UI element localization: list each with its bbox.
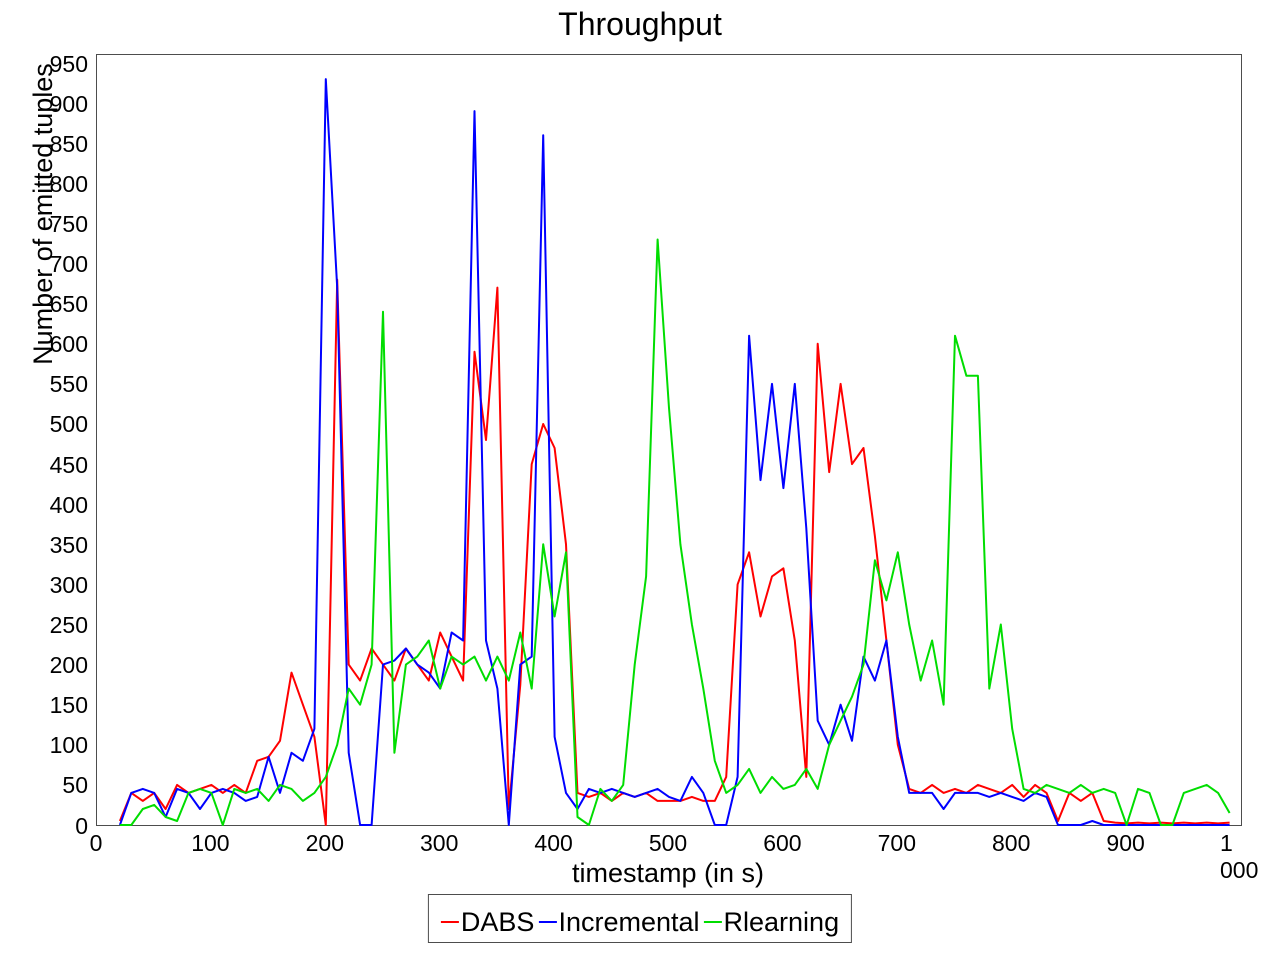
chart-container: Throughput 05010015020025030035040045050… [0,0,1280,960]
legend-item-incremental: Incremental [538,907,699,938]
x-tick-label: 800 [992,830,1030,857]
x-tick-label: 700 [878,830,916,857]
plot-area [96,54,1242,826]
legend-label: DABS [461,907,535,938]
x-tick-label: 500 [649,830,687,857]
legend-label: Incremental [558,907,699,938]
series-dabs [120,280,1230,825]
x-tick-label: 600 [763,830,801,857]
legend-swatch [538,921,556,923]
series-rlearning [120,240,1230,826]
x-tick-label: 100 [191,830,229,857]
series-incremental [120,79,1230,825]
x-tick-label: 900 [1106,830,1144,857]
chart-lines [97,55,1241,825]
x-tick-label: 0 [90,830,103,857]
legend: DABS Incremental Rlearning [428,894,852,943]
x-tick-label: 200 [306,830,344,857]
legend-label: Rlearning [724,907,840,938]
y-axis-label: Number of emitted tuples [28,0,59,599]
chart-title: Throughput [0,6,1280,43]
legend-item-rlearning: Rlearning [704,907,840,938]
legend-item-dabs: DABS [441,907,535,938]
legend-swatch [704,921,722,923]
x-tick-label: 400 [534,830,572,857]
x-tick-label: 300 [420,830,458,857]
legend-swatch [441,921,459,923]
x-axis-label: timestamp (in s) [96,858,1240,889]
